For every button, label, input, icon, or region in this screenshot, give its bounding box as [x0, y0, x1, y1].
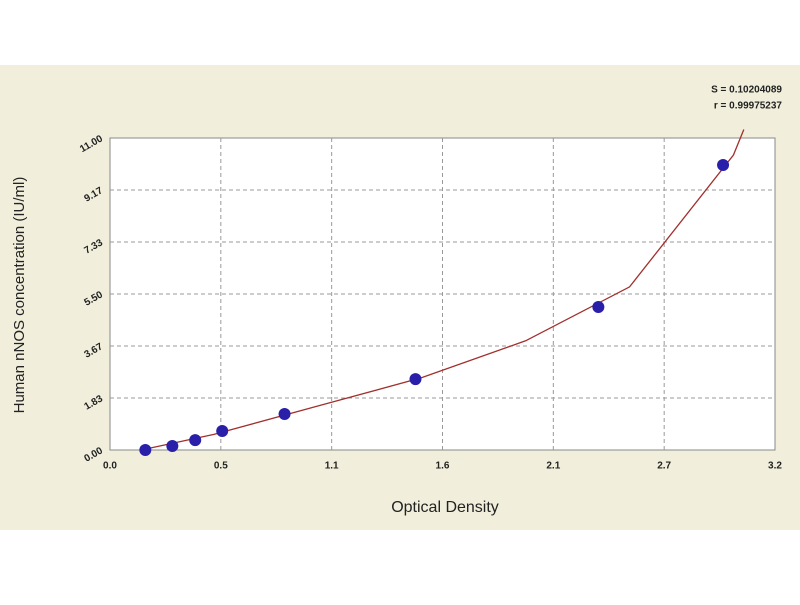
data-point — [278, 407, 291, 420]
data-point — [216, 424, 229, 437]
x-tick-label: 2.1 — [546, 461, 560, 472]
data-point — [189, 434, 202, 447]
data-point — [409, 373, 422, 386]
x-axis-label: Optical Density — [391, 499, 499, 516]
x-tick-label: 1.6 — [436, 461, 450, 472]
data-point — [139, 444, 152, 456]
x-tick-label: 0.5 — [214, 461, 228, 472]
x-tick-label: 1.1 — [325, 461, 339, 472]
fit-curve — [141, 129, 745, 451]
annotation: S = 0.10204089 — [711, 85, 782, 96]
x-tick-label: 3.2 — [768, 461, 782, 472]
annotation: r = 0.99975237 — [714, 101, 783, 112]
y-axis-label: Human nNOS concentration (IU/ml) — [11, 177, 28, 414]
data-point — [717, 158, 730, 171]
data-point — [592, 301, 605, 314]
data-point — [166, 440, 179, 453]
x-tick-label: 0.0 — [103, 461, 117, 472]
x-tick-label: 2.7 — [657, 461, 671, 472]
